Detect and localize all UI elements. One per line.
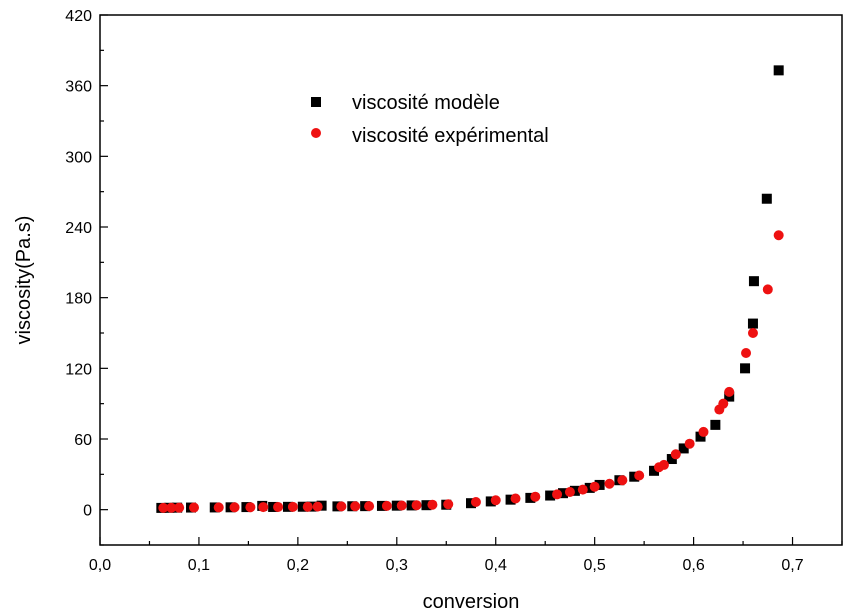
y-tick-label: 240 — [65, 220, 92, 237]
data-point-experimental — [604, 478, 615, 489]
data-point-experimental — [510, 493, 521, 504]
data-point-model — [466, 498, 476, 509]
data-point-model — [525, 492, 536, 503]
data-point-model — [558, 488, 569, 499]
data-point-model — [649, 465, 660, 476]
x-tick-label: 0,7 — [781, 557, 803, 574]
data-point-model — [773, 65, 784, 76]
data-point-experimental — [684, 438, 695, 449]
data-point-experimental — [724, 386, 735, 397]
data-point-experimental — [577, 484, 588, 495]
data-point-experimental — [381, 500, 392, 511]
data-point-experimental — [747, 328, 758, 338]
x-tick-label: 0,5 — [584, 557, 606, 574]
legend-label-experimental: viscosité expérimental — [352, 125, 549, 147]
data-point-experimental — [741, 348, 752, 359]
data-point-model — [629, 471, 640, 482]
data-point-model — [695, 431, 706, 442]
data-point-experimental — [364, 501, 375, 512]
plot-area — [99, 14, 843, 546]
data-point-model — [710, 419, 721, 430]
data-point-model — [421, 500, 432, 511]
x-tick-label: 0,6 — [682, 557, 704, 574]
data-point-experimental — [350, 501, 361, 512]
data-point-model — [569, 485, 580, 496]
x-tick-label: 0,1 — [188, 557, 210, 574]
data-point-model — [594, 479, 605, 490]
y-tick-label: 180 — [65, 291, 92, 308]
data-point-experimental — [258, 502, 269, 513]
data-point-experimental — [213, 502, 224, 513]
legend-marker-experimental — [311, 128, 321, 138]
legend: viscosité modèle viscosité expérimental — [311, 92, 549, 147]
axis-tick-labels: 0,0 0,1 0,2 0,3 0,4 0,5 0,6 0,7 0 60 120 180 240 300 3… — [65, 8, 803, 574]
data-point-experimental — [188, 502, 199, 513]
data-point-model — [505, 494, 516, 505]
data-point-model — [545, 490, 556, 501]
y-axis-title: viscosity(Pa.s) — [13, 216, 35, 345]
data-point-experimental — [634, 470, 645, 481]
data-point-experimental — [490, 495, 501, 506]
data-point-model — [666, 454, 677, 465]
y-tick-label: 420 — [65, 8, 92, 25]
x-tick-label: 0,4 — [485, 557, 507, 574]
y-tick-label: 120 — [65, 361, 92, 378]
data-point-experimental — [411, 500, 422, 511]
data-point-experimental — [762, 284, 773, 295]
data-point-experimental — [773, 230, 784, 241]
data-point-experimental — [530, 491, 541, 502]
data-point-experimental — [670, 449, 681, 460]
data-point-experimental — [617, 475, 628, 486]
data-point-experimental — [552, 489, 563, 500]
x-tick-label: 0,0 — [89, 557, 111, 574]
data-point-experimental — [174, 502, 185, 513]
y-tick-label: 360 — [65, 79, 92, 96]
data-point-experimental — [158, 502, 169, 513]
x-axis-title: conversion — [423, 591, 520, 613]
data-point-model — [485, 496, 496, 507]
data-point-experimental — [443, 499, 454, 510]
data-point-experimental — [658, 459, 669, 470]
data-point-experimental — [470, 497, 481, 508]
data-point-experimental — [564, 487, 575, 497]
data-point-model — [678, 443, 689, 454]
data-point-model — [747, 318, 758, 329]
y-tick-label: 0 — [83, 503, 92, 520]
y-tick-label: 300 — [65, 149, 92, 166]
data-point-experimental — [427, 499, 438, 510]
data-points — [156, 65, 784, 513]
data-point-model — [761, 193, 772, 204]
data-point-experimental — [166, 502, 177, 513]
data-point-experimental — [245, 502, 256, 513]
data-point-model — [584, 482, 595, 493]
data-point-experimental — [336, 501, 347, 512]
data-point-experimental — [396, 500, 407, 511]
data-point-experimental — [302, 501, 313, 512]
data-point-model — [740, 363, 751, 374]
data-point-experimental — [698, 426, 709, 437]
data-point-experimental — [229, 502, 240, 513]
legend-marker-model — [311, 97, 321, 107]
x-tick-label: 0,3 — [386, 557, 408, 574]
data-point-experimental — [589, 481, 600, 492]
data-point-experimental — [287, 501, 298, 512]
data-point-experimental — [312, 501, 323, 512]
y-tick-label: 60 — [74, 432, 92, 449]
x-tick-label: 0,2 — [287, 557, 309, 574]
legend-label-model: viscosité modèle — [352, 92, 500, 114]
data-point-experimental — [718, 398, 729, 409]
data-point-model — [748, 276, 759, 287]
data-point-experimental — [273, 501, 284, 512]
axis-ticks — [99, 14, 843, 546]
